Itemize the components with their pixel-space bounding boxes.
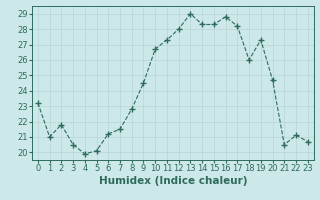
X-axis label: Humidex (Indice chaleur): Humidex (Indice chaleur): [99, 176, 247, 186]
